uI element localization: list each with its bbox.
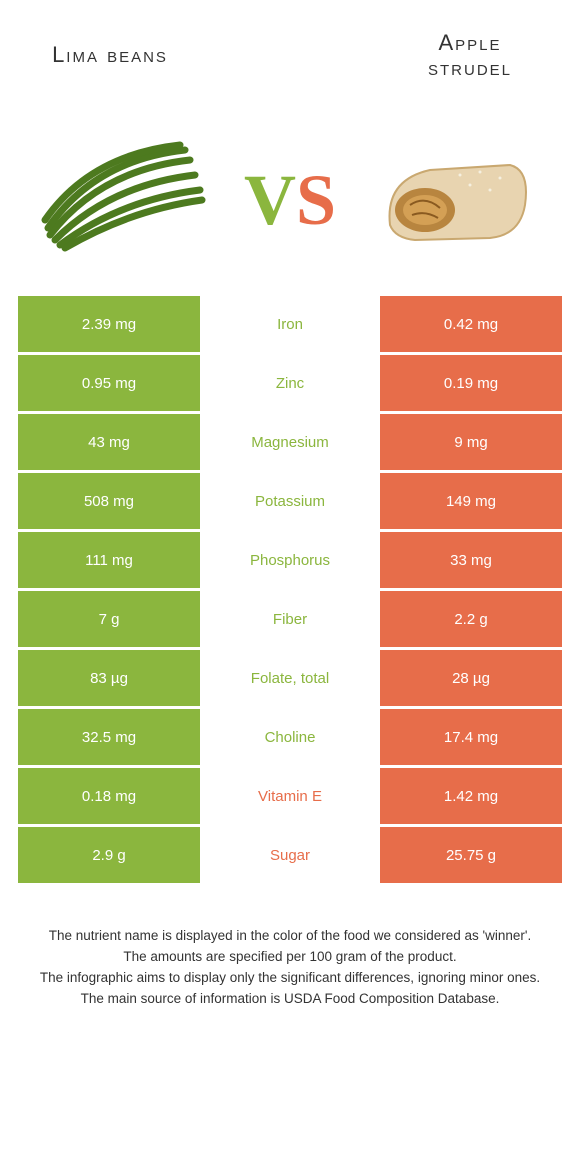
apple-strudel-image: [360, 130, 550, 270]
table-row: 111 mgPhosphorus33 mg: [18, 532, 562, 588]
cell-left-value: 43 mg: [18, 414, 200, 470]
cell-nutrient-label: Magnesium: [200, 414, 380, 470]
cell-nutrient-label: Fiber: [200, 591, 380, 647]
table-row: 7 gFiber2.2 g: [18, 591, 562, 647]
title-left: Lima beans: [0, 42, 220, 68]
cell-left-value: 508 mg: [18, 473, 200, 529]
cell-left-value: 7 g: [18, 591, 200, 647]
titles-row: Lima beans Apple strudel: [0, 0, 580, 110]
cell-right-value: 0.19 mg: [380, 355, 562, 411]
table-row: 32.5 mgCholine17.4 mg: [18, 709, 562, 765]
cell-right-value: 149 mg: [380, 473, 562, 529]
title-right: Apple strudel: [360, 30, 580, 81]
cell-nutrient-label: Choline: [200, 709, 380, 765]
vs-v: V: [244, 160, 296, 240]
cell-left-value: 83 µg: [18, 650, 200, 706]
cell-nutrient-label: Vitamin E: [200, 768, 380, 824]
footer-line-2: The amounts are specified per 100 gram o…: [20, 947, 560, 968]
cell-nutrient-label: Iron: [200, 296, 380, 352]
title-right-line1: Apple: [360, 30, 580, 55]
cell-left-value: 0.18 mg: [18, 768, 200, 824]
cell-left-value: 0.95 mg: [18, 355, 200, 411]
cell-right-value: 0.42 mg: [380, 296, 562, 352]
footer-line-3: The infographic aims to display only the…: [20, 968, 560, 989]
footer-notes: The nutrient name is displayed in the co…: [0, 926, 580, 1010]
comparison-table: 2.39 mgIron0.42 mg0.95 mgZinc0.19 mg43 m…: [0, 296, 580, 886]
cell-nutrient-label: Potassium: [200, 473, 380, 529]
vs-label: VS: [220, 159, 360, 242]
cell-right-value: 2.2 g: [380, 591, 562, 647]
cell-nutrient-label: Phosphorus: [200, 532, 380, 588]
cell-right-value: 9 mg: [380, 414, 562, 470]
cell-right-value: 33 mg: [380, 532, 562, 588]
table-row: 43 mgMagnesium9 mg: [18, 414, 562, 470]
table-row: 508 mgPotassium149 mg: [18, 473, 562, 529]
cell-nutrient-label: Sugar: [200, 827, 380, 883]
table-row: 83 µgFolate, total28 µg: [18, 650, 562, 706]
hero-row: VS: [0, 110, 580, 290]
lima-beans-image: [30, 130, 220, 270]
cell-left-value: 2.9 g: [18, 827, 200, 883]
cell-left-value: 32.5 mg: [18, 709, 200, 765]
cell-left-value: 111 mg: [18, 532, 200, 588]
cell-right-value: 17.4 mg: [380, 709, 562, 765]
cell-right-value: 28 µg: [380, 650, 562, 706]
table-row: 2.39 mgIron0.42 mg: [18, 296, 562, 352]
table-row: 2.9 gSugar25.75 g: [18, 827, 562, 883]
cell-right-value: 25.75 g: [380, 827, 562, 883]
cell-nutrient-label: Zinc: [200, 355, 380, 411]
title-right-line2: strudel: [360, 55, 580, 80]
cell-left-value: 2.39 mg: [18, 296, 200, 352]
vs-s: S: [296, 160, 336, 240]
footer-line-1: The nutrient name is displayed in the co…: [20, 926, 560, 947]
footer-line-4: The main source of information is USDA F…: [20, 989, 560, 1010]
cell-nutrient-label: Folate, total: [200, 650, 380, 706]
table-row: 0.95 mgZinc0.19 mg: [18, 355, 562, 411]
cell-right-value: 1.42 mg: [380, 768, 562, 824]
table-row: 0.18 mgVitamin E1.42 mg: [18, 768, 562, 824]
